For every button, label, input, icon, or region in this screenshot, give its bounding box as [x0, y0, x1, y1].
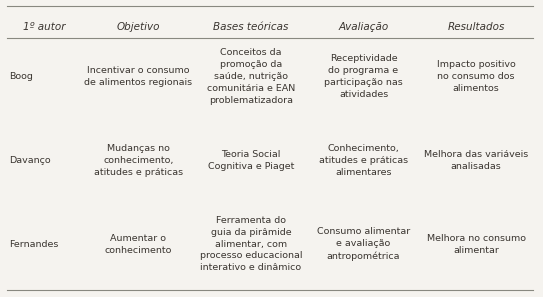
- Text: Boog: Boog: [9, 72, 33, 81]
- Text: Ferramenta do
guia da pirâmide
alimentar, com
processo educacional
interativo e : Ferramenta do guia da pirâmide alimentar…: [200, 216, 302, 272]
- Text: Avaliação: Avaliação: [338, 22, 389, 32]
- Text: Receptividade
do programa e
participação nas
atividades: Receptividade do programa e participação…: [324, 54, 403, 99]
- Text: Davanço: Davanço: [9, 156, 51, 165]
- Text: Mudanças no
conhecimento,
atitudes e práticas: Mudanças no conhecimento, atitudes e prá…: [93, 144, 183, 177]
- Text: Bases teóricas: Bases teóricas: [213, 22, 288, 32]
- Text: Objetivo: Objetivo: [116, 22, 160, 32]
- Text: 1º autor: 1º autor: [23, 22, 66, 32]
- Text: Aumentar o
conhecimento: Aumentar o conhecimento: [104, 234, 172, 255]
- Text: Incentivar o consumo
de alimentos regionais: Incentivar o consumo de alimentos region…: [84, 66, 192, 87]
- Text: Conceitos da
promoção da
saúde, nutrição
comunitária e EAN
problematizadora: Conceitos da promoção da saúde, nutrição…: [207, 48, 295, 105]
- Text: Conhecimento,
atitudes e práticas
alimentares: Conhecimento, atitudes e práticas alimen…: [319, 144, 408, 177]
- Text: Teoria Social
Cognitiva e Piaget: Teoria Social Cognitiva e Piaget: [207, 150, 294, 171]
- Text: Impacto positivo
no consumo dos
alimentos: Impacto positivo no consumo dos alimento…: [437, 60, 515, 93]
- Text: Melhora das variáveis
analisadas: Melhora das variáveis analisadas: [424, 150, 528, 171]
- Text: Fernandes: Fernandes: [9, 240, 59, 249]
- Text: Resultados: Resultados: [447, 22, 505, 32]
- Text: Consumo alimentar
e avaliação
antropométrica: Consumo alimentar e avaliação antropomét…: [317, 228, 410, 261]
- Text: Melhora no consumo
alimentar: Melhora no consumo alimentar: [427, 234, 526, 255]
